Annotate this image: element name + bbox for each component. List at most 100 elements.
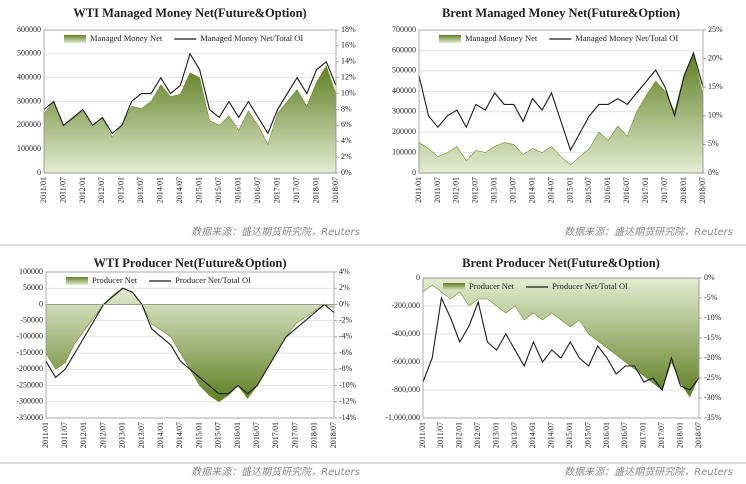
x-tick-label: 2012/07 xyxy=(471,177,480,203)
plot-frame xyxy=(45,271,335,419)
x-tick-label: 2013/07 xyxy=(508,177,517,203)
y2-tick-label: -4% xyxy=(339,332,353,341)
y2-tick-label: 6% xyxy=(341,120,352,129)
y2-tick-label: 20% xyxy=(708,53,723,62)
chart-title: Brent Managed Money Net(Future&Option) xyxy=(442,6,680,20)
x-tick-label: 2014/07 xyxy=(175,422,184,448)
y2-tick-label: 5% xyxy=(708,139,719,148)
y-tick-label: 100000 xyxy=(392,147,416,156)
x-tick-label: 2017/01 xyxy=(271,422,280,448)
x-tick-label: 2016/01 xyxy=(602,422,611,448)
legend-swatch xyxy=(443,283,465,291)
x-tick-label: 2013/01 xyxy=(118,422,127,448)
y-tick-label: 400000 xyxy=(17,72,41,81)
x-tick-label: 2016/01 xyxy=(233,422,242,448)
y2-tick-label: 15% xyxy=(708,82,723,91)
line-series xyxy=(43,52,337,135)
y2-tick-label: 14% xyxy=(341,57,356,66)
x-tick-label: 2011/07 xyxy=(436,422,445,448)
x-tick-label: 2013/01 xyxy=(117,177,126,203)
x-tick-label: 2016/07 xyxy=(622,177,631,203)
y2-tick-label: 2% xyxy=(341,152,352,161)
y-tick-label: 100000 xyxy=(17,144,41,153)
area-series xyxy=(418,53,704,174)
x-tick-label: 2012/01 xyxy=(78,177,87,203)
x-tick-label: 2013/07 xyxy=(137,422,146,448)
source-note: 数据来源：盛达期货研究院，Reuters xyxy=(564,466,733,478)
y2-tick-label: -14% xyxy=(339,413,357,422)
y2-tick-label: -20% xyxy=(704,353,722,362)
y-tick-label: 600000 xyxy=(17,25,41,34)
y-tick-label: 0 xyxy=(39,299,43,308)
y2-tick-label: -10% xyxy=(704,313,722,322)
x-tick-label: 2016/07 xyxy=(253,177,262,203)
y2-tick-label: -8% xyxy=(339,364,353,373)
chart: WTI Managed Money Net(Future&Option) 0 100… xyxy=(17,6,360,238)
x-tick-label: 2014/07 xyxy=(175,177,184,203)
x-tick-label: 2018/07 xyxy=(694,422,703,448)
x-tick-label: 2011/01 xyxy=(414,177,423,203)
x-tick-label: 2014/07 xyxy=(547,422,556,448)
y-tick-label: 500000 xyxy=(392,66,416,75)
y2-tick-label: -2% xyxy=(339,315,353,324)
y-tick-label: 0 xyxy=(416,273,420,282)
legend-swatch xyxy=(66,277,88,285)
y-tick-label: -100000 xyxy=(16,332,43,341)
line-series xyxy=(418,51,704,152)
x-tick-label: 2015/01 xyxy=(194,422,203,448)
line-series xyxy=(422,296,700,392)
chart-title: WTI Managed Money Net(Future&Option) xyxy=(73,6,306,20)
chart: WTI Producer Net(Future&Option) -350000 -3… xyxy=(16,256,360,478)
y2-tick-label: 0% xyxy=(704,273,715,282)
y2-tick-label: 4% xyxy=(339,267,350,276)
y2-tick-label: -30% xyxy=(704,393,722,402)
y2-tick-label: -5% xyxy=(704,293,718,302)
y2-tick-label: -15% xyxy=(704,333,722,342)
source-note: 数据来源：盛达期货研究院，Reuters xyxy=(191,466,360,478)
y-tick-label: -300000 xyxy=(16,397,43,406)
y2-tick-label: -12% xyxy=(339,397,357,406)
y-tick-label: 700000 xyxy=(392,25,416,34)
x-tick-label: 2017/07 xyxy=(292,177,301,203)
y-tick-label: -600,000 xyxy=(391,357,420,366)
x-tick-label: 2016/01 xyxy=(233,177,242,203)
legend-label: Managed Money Net xyxy=(90,33,163,43)
x-tick-label: 2013/01 xyxy=(491,422,500,448)
x-tick-label: 2017/07 xyxy=(290,422,299,448)
y2-tick-label: -25% xyxy=(704,373,722,382)
y2-tick-label: 25% xyxy=(708,25,723,34)
x-tick-label: 2018/01 xyxy=(679,177,688,203)
legend-label: Producer Net/Total OI xyxy=(175,275,251,285)
source-note: 数据来源：盛达期货研究院，Reuters xyxy=(564,226,733,238)
y-tick-label: -400,000 xyxy=(391,329,420,338)
chart-title: Brent Producer Net(Future&Option) xyxy=(462,256,660,270)
y-tick-label: 100000 xyxy=(19,267,43,276)
y2-tick-label: 12% xyxy=(341,72,356,81)
x-tick-label: 2012/07 xyxy=(97,177,106,203)
x-tick-label: 2017/01 xyxy=(272,177,281,203)
x-tick-label: 2017/01 xyxy=(639,422,648,448)
y2-tick-label: -6% xyxy=(339,348,353,357)
y2-tick-label: 10% xyxy=(708,111,723,120)
x-tick-label: 2011/01 xyxy=(41,422,50,448)
y-tick-label: 300000 xyxy=(17,96,41,105)
y-tick-label: -250000 xyxy=(16,380,43,389)
plot-frame xyxy=(422,277,700,419)
legend-label: Producer Net xyxy=(92,275,138,285)
y-tick-label: 50000 xyxy=(23,283,43,292)
x-tick-label: 2015/01 xyxy=(565,177,574,203)
x-tick-label: 2018/01 xyxy=(311,177,320,203)
x-tick-label: 2011/07 xyxy=(58,177,67,203)
line-series xyxy=(45,287,335,395)
y2-tick-label: -10% xyxy=(339,380,357,389)
source-note: 数据来源：盛达期货研究院，Reuters xyxy=(191,226,360,238)
y-tick-label: -200000 xyxy=(16,364,43,373)
legend-label: Producer Net xyxy=(469,281,515,291)
x-tick-label: 2018/01 xyxy=(310,422,319,448)
plot-frame xyxy=(418,29,704,174)
x-tick-label: 2011/07 xyxy=(433,177,442,203)
y-tick-label: -1,000,000 xyxy=(385,413,420,422)
y2-tick-label: -35% xyxy=(704,413,722,422)
area-series xyxy=(43,65,337,174)
